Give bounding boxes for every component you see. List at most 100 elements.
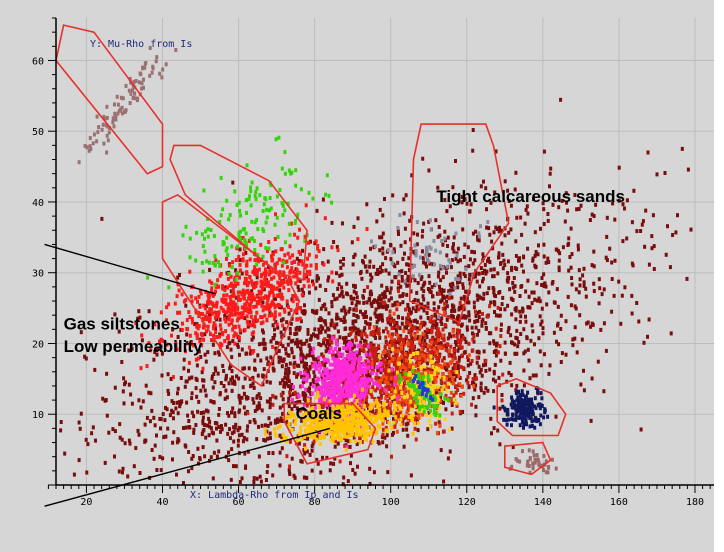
data-point bbox=[210, 289, 213, 294]
data-point bbox=[278, 188, 282, 192]
data-point bbox=[261, 341, 265, 346]
data-point bbox=[369, 453, 373, 458]
data-point bbox=[187, 419, 191, 423]
data-point bbox=[321, 326, 325, 331]
data-point bbox=[317, 355, 321, 360]
data-point bbox=[305, 475, 309, 480]
data-point bbox=[512, 276, 516, 280]
data-point bbox=[461, 384, 464, 389]
data-point bbox=[385, 393, 389, 397]
data-point bbox=[79, 330, 83, 335]
data-point bbox=[422, 260, 425, 265]
data-point bbox=[317, 327, 321, 332]
data-point bbox=[166, 372, 170, 377]
data-point bbox=[394, 412, 398, 416]
data-point bbox=[428, 350, 432, 355]
data-point bbox=[352, 344, 356, 349]
data-point bbox=[328, 362, 332, 367]
data-point bbox=[393, 382, 397, 387]
data-point bbox=[337, 358, 340, 363]
data-point bbox=[651, 213, 655, 218]
data-point bbox=[432, 397, 436, 402]
data-point bbox=[514, 239, 518, 244]
data-point bbox=[238, 208, 242, 213]
data-point bbox=[213, 351, 217, 356]
data-point bbox=[499, 322, 503, 327]
data-point bbox=[510, 340, 513, 345]
data-point bbox=[514, 170, 518, 175]
data-point bbox=[364, 359, 368, 364]
data-point bbox=[229, 274, 233, 279]
data-point bbox=[331, 356, 335, 361]
data-point bbox=[237, 433, 241, 438]
data-point bbox=[413, 416, 417, 420]
data-point bbox=[380, 283, 384, 288]
data-point bbox=[441, 242, 445, 247]
data-point bbox=[376, 330, 380, 335]
data-point bbox=[204, 408, 208, 413]
data-point bbox=[263, 275, 267, 280]
data-point bbox=[455, 318, 459, 323]
data-point bbox=[610, 260, 614, 265]
data-point bbox=[282, 260, 286, 265]
data-point bbox=[592, 214, 596, 218]
data-point bbox=[430, 340, 434, 345]
data-point bbox=[242, 307, 246, 312]
data-point bbox=[254, 197, 258, 201]
data-point bbox=[321, 379, 325, 384]
data-point bbox=[369, 246, 372, 251]
data-point bbox=[175, 400, 179, 405]
data-point bbox=[389, 335, 393, 340]
data-point bbox=[421, 331, 425, 336]
data-point bbox=[283, 150, 287, 155]
data-point bbox=[248, 302, 251, 307]
data-point bbox=[202, 303, 206, 308]
data-point bbox=[327, 381, 331, 385]
data-point bbox=[500, 393, 504, 397]
data-point bbox=[238, 352, 241, 357]
data-point bbox=[359, 367, 363, 372]
data-point bbox=[398, 269, 402, 274]
data-point bbox=[332, 240, 336, 244]
data-point bbox=[412, 319, 416, 324]
data-point bbox=[483, 268, 486, 273]
data-point bbox=[277, 293, 281, 298]
data-point bbox=[243, 366, 246, 371]
data-point bbox=[122, 376, 126, 381]
data-point bbox=[438, 374, 442, 379]
data-point bbox=[358, 343, 362, 348]
data-point bbox=[584, 294, 588, 299]
data-point bbox=[546, 256, 550, 261]
data-point bbox=[592, 281, 596, 286]
data-point bbox=[463, 350, 467, 355]
data-point bbox=[391, 399, 395, 404]
data-point bbox=[286, 305, 290, 310]
data-point bbox=[376, 302, 380, 307]
data-point bbox=[460, 195, 464, 199]
data-point bbox=[401, 417, 405, 421]
data-point bbox=[335, 245, 339, 249]
data-point bbox=[439, 380, 443, 384]
data-point bbox=[559, 97, 563, 102]
data-point bbox=[521, 306, 525, 311]
data-point bbox=[258, 193, 262, 198]
data-point bbox=[407, 338, 411, 343]
data-point bbox=[405, 374, 409, 379]
data-point bbox=[356, 216, 360, 221]
data-point bbox=[449, 288, 453, 293]
data-point bbox=[533, 253, 537, 258]
data-point bbox=[327, 385, 331, 390]
data-point bbox=[493, 362, 497, 367]
data-point bbox=[213, 366, 217, 371]
data-point bbox=[363, 392, 367, 397]
data-point bbox=[284, 351, 288, 356]
data-point bbox=[496, 271, 500, 276]
data-point bbox=[269, 355, 273, 360]
data-point bbox=[273, 327, 276, 332]
data-point bbox=[455, 374, 459, 379]
data-point bbox=[445, 376, 449, 381]
data-point bbox=[313, 403, 317, 408]
data-point bbox=[371, 409, 375, 414]
data-point bbox=[268, 431, 272, 436]
data-point bbox=[344, 335, 348, 340]
